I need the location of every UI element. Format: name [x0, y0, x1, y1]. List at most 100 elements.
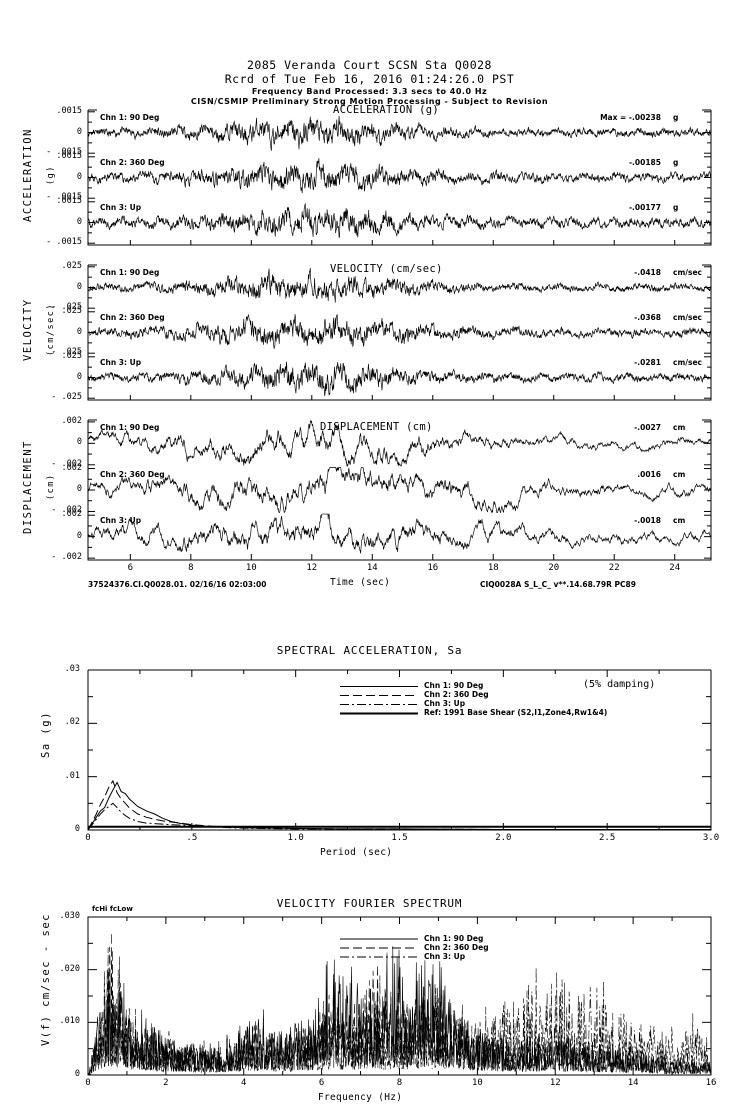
- channel-label-acceleration-1: Chn 1: 90 Deg: [100, 113, 160, 122]
- waveform-acceleration-ch1: [87, 115, 712, 151]
- fs-legend-label-1: Chn 1: 90 Deg: [424, 934, 484, 943]
- channel-label-velocity-3: Chn 3: Up: [100, 358, 142, 367]
- ytick-acceleration-0-0: - .0015: [46, 147, 82, 158]
- max-value-displacement-3: -.0018: [634, 516, 661, 526]
- waveform-displacement-ch2: [87, 467, 712, 514]
- ytick-acceleration-2-1: 0: [76, 216, 82, 227]
- ytick-acceleration-1-2: .0015: [56, 150, 82, 161]
- fs-ytick-1: .010: [59, 1016, 80, 1027]
- max-unit-velocity-3: cm/sec: [673, 358, 702, 367]
- ytick-acceleration-2-2: .0015: [56, 195, 82, 206]
- ytick-displacement-2-2: .002: [61, 509, 82, 520]
- ytick-velocity-0-0: - .025: [51, 302, 82, 313]
- sa-legend-label-3: Chn 3: Up: [424, 699, 466, 708]
- fs-xtick-6: 12: [549, 1078, 561, 1088]
- xtick-time-7: 20: [548, 563, 560, 573]
- ytick-acceleration-1-1: 0: [76, 171, 82, 182]
- fs-legend-label-2: Chn 2: 360 Deg: [424, 943, 489, 952]
- sa-legend-label-1: Chn 1: 90 Deg: [424, 681, 484, 690]
- sa-xtick-3: 1.5: [391, 833, 408, 843]
- waveform-displacement-ch1: [87, 419, 712, 468]
- waveform-velocity-ch2: [87, 313, 712, 349]
- panel-title-displacement: DISPLACEMENT (cm): [320, 421, 433, 433]
- ytick-displacement-1-2: .002: [61, 462, 82, 473]
- sa-xtick-4: 2.0: [495, 833, 512, 843]
- max-value-acceleration-3: -.00177: [628, 203, 661, 212]
- max-unit-velocity-1: cm/sec: [673, 268, 702, 277]
- channel-label-displacement-1: Chn 1: 90 Deg: [100, 423, 160, 432]
- ytick-displacement-0-0: - .002: [51, 458, 82, 469]
- fs-ytick-0: 0: [74, 1069, 80, 1079]
- channel-label-velocity-1: Chn 1: 90 Deg: [100, 268, 160, 277]
- sa-series-3: [87, 802, 711, 831]
- fs-xtick-0: 0: [85, 1078, 91, 1088]
- xtick-time-2: 10: [245, 563, 257, 573]
- sa-series-1: [87, 781, 711, 831]
- sa-yaxis-label: Sa (g): [40, 711, 52, 759]
- sa-xtick-0: 0: [85, 833, 91, 843]
- waveform-acceleration-ch2: [87, 158, 712, 194]
- fs-xtick-4: 8: [396, 1078, 403, 1088]
- footer-processing-id: CIQ0028A S_L_C_ v**.14.68.79R PC89: [480, 580, 636, 589]
- xtick-time-6: 18: [487, 563, 499, 573]
- ytick-velocity-2-0: - .025: [51, 392, 82, 403]
- ytick-acceleration-0-2: .0015: [56, 105, 82, 116]
- ytick-velocity-1-2: .025: [61, 305, 82, 316]
- xtick-time-5: 16: [427, 563, 439, 573]
- sa-ytick-0: 0: [74, 824, 80, 834]
- sa-xtick-5: 2.5: [599, 833, 616, 843]
- sa-xaxis-label: Period (sec): [320, 847, 393, 858]
- waveform-velocity-ch3: [87, 361, 712, 396]
- footer-record-id: 37524376.CI.Q0028.01. 02/16/16 02:03:00: [88, 580, 267, 589]
- time-axis-label: Time (sec): [330, 577, 391, 588]
- fs-ytick-2: .020: [59, 963, 80, 974]
- channel-label-displacement-3: Chn 3: Up: [100, 516, 142, 526]
- ytick-displacement-2-1: 0: [76, 530, 82, 541]
- sa-xtick-1: .5: [186, 833, 198, 843]
- record-datetime: Rcrd of Tue Feb 16, 2016 01:24:26.0 PST: [224, 72, 515, 86]
- max-unit-acceleration-3: g: [673, 203, 679, 212]
- ytick-velocity-0-2: .025: [61, 260, 82, 271]
- ytick-displacement-1-1: 0: [76, 484, 82, 494]
- fs-xtick-2: 4: [241, 1078, 247, 1088]
- xtick-time-4: 14: [366, 563, 378, 573]
- sa-legend-label-2: Chn 2: 360 Deg: [424, 690, 489, 699]
- ytick-velocity-1-0: - .025: [51, 347, 82, 358]
- fs-xtick-7: 14: [627, 1078, 639, 1088]
- xtick-time-8: 22: [608, 563, 620, 573]
- waveform-velocity-ch1: [87, 267, 712, 303]
- xtick-time-1: 8: [188, 563, 194, 573]
- sa-xtick-6: 3.0: [702, 833, 720, 843]
- max-unit-displacement-3: cm: [673, 516, 686, 526]
- max-value-displacement-2: .0016: [637, 469, 661, 479]
- max-value-acceleration-1: Max = -.00238: [600, 113, 661, 122]
- sa-ytick-2: .02: [64, 717, 80, 728]
- ytick-displacement-2-0: - .002: [51, 552, 82, 563]
- sa-damping-annotation: (5% damping): [583, 679, 656, 690]
- fs-xaxis-label: Frequency (Hz): [318, 1092, 403, 1103]
- channel-label-acceleration-3: Chn 3: Up: [100, 203, 142, 212]
- xtick-time-3: 12: [306, 563, 318, 573]
- fs-series-1: [87, 946, 712, 1076]
- sa-chart-title: SPECTRAL ACCELERATION, Sa: [276, 644, 463, 657]
- max-unit-acceleration-1: g: [673, 113, 679, 122]
- channel-label-displacement-2: Chn 2: 360 Deg: [100, 469, 165, 479]
- fs-xtick-3: 6: [318, 1078, 325, 1088]
- frequency-band-note: Frequency Band Processed: 3.3 secs to 40…: [251, 87, 488, 96]
- spectral-acceleration-plot: [87, 669, 712, 831]
- fs-legend-label-3: Chn 3: Up: [424, 952, 466, 961]
- xtick-time-9: 24: [669, 563, 681, 573]
- processing-disclaimer: CISN/CSMIP Preliminary Strong Motion Pro…: [190, 97, 549, 106]
- fs-ytick-3: .030: [59, 911, 80, 921]
- max-unit-velocity-2: cm/sec: [673, 313, 702, 322]
- ytick-acceleration-2-0: - .0015: [46, 237, 82, 248]
- max-value-displacement-1: -.0027: [634, 423, 661, 432]
- sa-series-2: [87, 779, 711, 831]
- fs-xtick-1: 2: [163, 1078, 169, 1088]
- sa-legend-label-4: Ref: 1991 Base Shear (S2,I1,Zone4,Rw1&4): [424, 708, 608, 717]
- ytick-acceleration-1-0: - .0015: [46, 192, 82, 203]
- xtick-time-0: 6: [127, 563, 134, 573]
- sa-xtick-2: 1.0: [287, 833, 304, 843]
- fs-yaxis-label: V(f) cm/sec - sec: [40, 913, 52, 1047]
- time-series-plot: [87, 109, 712, 561]
